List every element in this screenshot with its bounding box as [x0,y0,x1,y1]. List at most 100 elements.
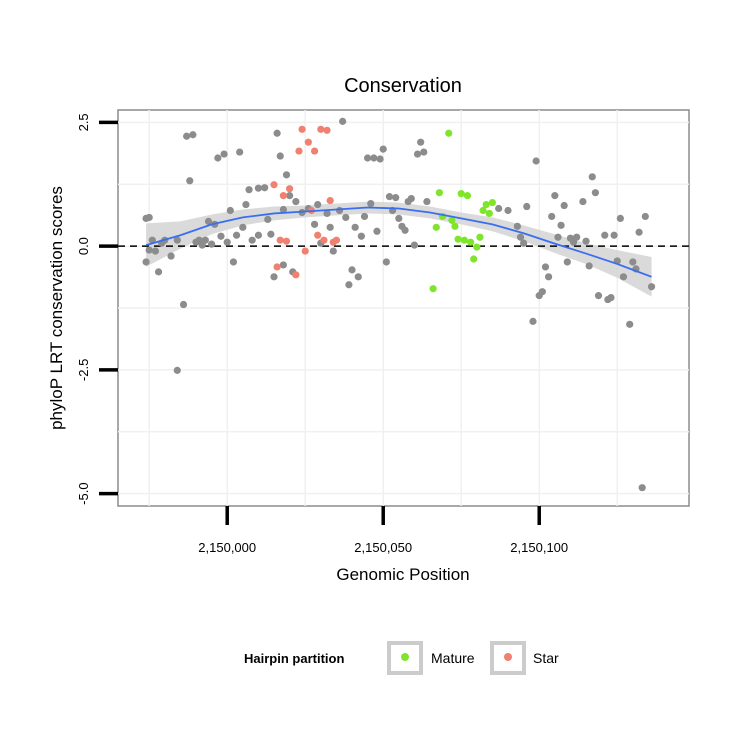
data-point-other [591,189,599,197]
data-point-other [292,197,300,206]
data-point-other [423,197,431,206]
data-point-mature [460,236,468,244]
data-point-other [376,155,384,163]
data-point-other [217,232,225,240]
data-point-other [335,206,344,215]
data-point-other [610,231,618,239]
x-tick-label: 2,150,100 [510,540,568,555]
data-point-other [495,204,503,213]
data-point-other [142,258,150,266]
data-point-star [332,236,341,244]
data-point-other [554,233,562,241]
data-point-mature [451,222,459,230]
data-point-other [647,283,656,291]
data-point-other [267,230,275,238]
data-point-other [385,193,394,201]
data-point-other [401,226,409,234]
data-point-other [145,213,153,222]
data-point-mature [466,238,475,246]
data-point-other [382,258,390,266]
data-point-star [282,237,291,245]
data-point-star [273,263,281,271]
data-point-other [367,199,375,208]
data-point-other [504,206,512,215]
data-point-other [513,222,521,230]
data-point-mature [470,255,478,263]
data-point-other [544,273,553,281]
data-point-mature [457,190,465,198]
smooth-curve [145,206,652,278]
data-point-other [345,281,353,289]
data-point-other [323,209,331,218]
data-point-other [379,145,387,153]
data-point-mature [445,129,453,137]
data-point-star [279,192,287,200]
legend-key-mature [401,653,409,661]
data-point-other [242,200,250,209]
data-point-other [229,258,238,266]
data-point-other [407,195,415,203]
data-point-other [348,266,356,274]
data-point-other [373,227,381,235]
data-point-other [420,148,428,156]
data-point-other [173,236,181,244]
data-point-star [295,147,303,155]
data-point-other [145,246,153,254]
data-point-other [279,261,287,269]
data-point-other [626,320,634,328]
legend-label-mature: Mature [431,650,475,666]
data-point-mature [482,200,490,209]
data-point-star [323,126,331,134]
data-point-other [282,171,291,179]
data-point-other [357,232,365,240]
data-point-other [183,132,191,140]
data-point-star [292,271,300,279]
data-point-other [342,213,350,222]
x-tick-label: 2,150,050 [354,540,412,555]
data-point-mature [435,189,443,197]
y-axis-title: phyloP LRT conservation scores [47,186,66,430]
data-point-other [223,238,231,246]
data-point-other [236,148,244,156]
data-point-other [189,131,197,139]
data-point-other [167,252,175,260]
data-point-other [529,317,537,325]
axes: 2,150,000 2,150,050 2,150,100 2.5 0.0 -2.5 -5.… [76,113,568,555]
data-point-other [310,220,319,228]
x-tick-label: 2,150,000 [198,540,256,555]
smooth-fit-line [145,206,652,278]
data-point-mature [479,206,487,215]
data-point-star [317,125,325,133]
data-point-other [417,138,425,146]
data-point-other [261,184,269,192]
data-point-other [557,221,565,229]
data-point-other [560,201,568,210]
data-point-other [629,258,637,266]
data-point-other [279,205,287,214]
data-point-other [232,231,241,239]
data-point-other [582,237,590,245]
confidence-band-area [146,201,652,297]
data-point-other [607,294,615,302]
data-point-star [304,138,312,146]
data-point-other [151,247,160,255]
data-point-star [286,185,294,193]
data-point-other [214,154,222,162]
data-point-other [410,241,419,249]
data-point-other [179,300,188,309]
data-point-other [329,247,337,255]
data-point-other [364,154,372,162]
data-point-other [220,150,228,158]
data-point-other [413,150,422,158]
data-point-other [239,223,247,231]
data-point-other [186,177,194,185]
chart-title: Conservation [344,75,462,97]
data-point-other [264,215,272,223]
data-point-other [541,263,550,271]
x-axis-title: Genomic Position [336,565,469,584]
data-point-other [641,212,649,221]
data-point-other [173,366,181,374]
data-point-other [395,214,403,223]
data-point-other [551,192,559,200]
data-point-other [314,200,322,209]
